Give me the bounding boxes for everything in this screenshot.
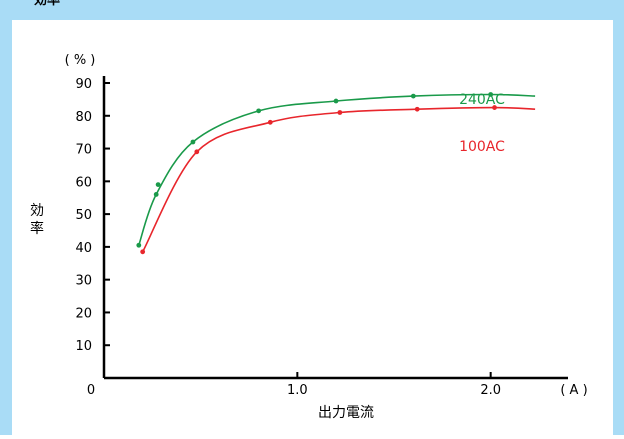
y-tick-label: 30 [75,274,92,289]
x-unit-label: ( A ) [560,383,587,398]
efficiency-chart: 10 20 30 40 50 60 70 80 90 0 1.0 2.0 ( % ) 効率 ( A )… [30,53,588,421]
y-unit-label: ( % ) [65,53,96,68]
y-tick-label: 70 [75,143,92,158]
data-point [256,108,262,114]
data-point [190,139,196,145]
data-point [414,106,420,112]
y-axis-label-char: 効 [30,203,44,219]
y-tick-label: 40 [75,241,92,256]
data-point [153,192,159,197]
data-point [155,182,161,188]
points [136,92,497,255]
x-tick-label: 1.0 [287,383,308,398]
y-tick-label: 90 [75,77,92,92]
x-tick-label: 2.0 [480,383,501,398]
y-tick-label: 10 [75,339,92,354]
y-axis-label-char: 率 [30,220,44,237]
header-strip: 効率 [0,0,624,14]
data-point [492,105,497,110]
y-tick-label: 80 [75,110,92,125]
y-axis-label: 効率 [30,203,44,237]
y-tick-label: 50 [75,208,92,223]
data-point [337,110,343,115]
data-point [194,149,200,155]
series-label-240AC: 240AC [459,92,505,108]
series-line-240AC [138,93,536,246]
ticks: 10 20 30 40 50 60 70 80 90 0 1.0 2.0 [75,77,501,398]
data-point [333,98,339,104]
axes [102,76,568,380]
y-tick-label: 60 [75,175,92,190]
data-point [488,92,494,97]
series-label-100AC: 100AC [459,139,505,155]
data-point [267,119,273,125]
x-tick-label: 0 [87,383,95,398]
data-point [410,93,416,99]
series-line-100AC [141,106,536,253]
labels: ( % ) 効率 ( A ) 出力電流 240AC 100AC [30,53,588,421]
y-tick-label: 20 [75,306,92,321]
chart-panel: 10 20 30 40 50 60 70 80 90 0 1.0 2.0 ( % ) 効率 ( A )… [12,20,613,435]
curves [138,93,536,253]
data-point [136,242,142,248]
data-point [140,249,146,255]
x-axis-label: 出力電流 [318,405,374,421]
header-title: 効率 [34,0,61,8]
